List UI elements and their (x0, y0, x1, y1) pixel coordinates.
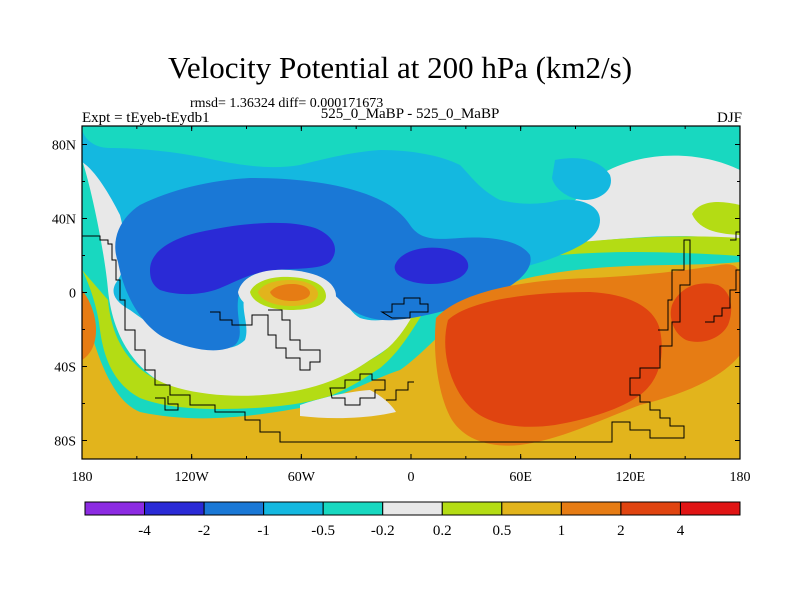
colorbar-label: -0.5 (311, 523, 335, 539)
colorbar-swatch (560, 501, 622, 516)
y-tick-label: 80S (54, 435, 76, 450)
x-tick-label: 60W (288, 470, 316, 485)
region-high-west-edge (82, 290, 96, 360)
x-tick-label: 60E (509, 470, 532, 485)
region-high-small (270, 284, 310, 301)
colorbar-swatch (203, 501, 265, 516)
experiment-label: Expt = tEyeb-tEydb1 (82, 110, 210, 126)
region-high-pacific-core (670, 283, 732, 342)
x-tick-label: 120W (175, 470, 210, 485)
region-high-east-core (445, 292, 662, 427)
coastline-central-america (210, 309, 321, 371)
chart-title: Velocity Potential at 200 hPa (km2/s) (167, 50, 633, 85)
colorbar-label: 4 (677, 523, 685, 539)
region-low-mid-core (394, 247, 469, 284)
coastline-africa-south (386, 381, 414, 401)
region-band-north (82, 126, 740, 164)
colorbar-swatch (322, 501, 384, 516)
colorbar-swatch (382, 501, 443, 516)
y-tick-label: 40S (54, 361, 76, 376)
y-tick-label: 80N (52, 139, 76, 154)
colorbar: -4 -2 -1 -0.5 -0.2 0.2 0.5 1 2 4 (84, 501, 741, 539)
region-low-west-core (150, 222, 335, 295)
stats-label: rmsd= 1.36324 diff= 0.000171673 (190, 96, 384, 111)
colorbar-swatch (441, 501, 503, 516)
colorbar-swatch (620, 501, 681, 516)
y-axis: 80N 40N 0 40S 80S (52, 139, 740, 450)
colorbar-label: -4 (138, 523, 151, 539)
colorbar-swatch (501, 501, 562, 516)
colorbar-swatch (679, 501, 741, 516)
colorbar-swatch (263, 501, 324, 516)
period-label: 525_0_MaBP - 525_0_MaBP (320, 106, 500, 122)
colorbar-label: 1 (558, 523, 566, 539)
x-tick-label: 180 (730, 470, 751, 485)
x-tick-label: 120E (616, 470, 646, 485)
region-weak-positive-pacific (692, 201, 740, 235)
coastlines (82, 231, 740, 443)
x-tick-label: 180 (72, 470, 93, 485)
y-tick-label: 40N (52, 213, 76, 228)
colorbar-label: -0.2 (371, 523, 395, 539)
coastline-east-asia (705, 269, 740, 323)
coastline-pacific-rim (730, 231, 740, 241)
x-axis: 180 120W 60W 0 60E 120E 180 (72, 126, 751, 485)
colorbar-label: 0.5 (492, 523, 511, 539)
coastline-south-west (155, 396, 179, 411)
coastline-africa-north (380, 297, 429, 319)
coastline-south-atlantic (329, 373, 386, 406)
x-tick-label: 0 (408, 470, 415, 485)
coastline-main (82, 235, 691, 443)
colorbar-label: 0.2 (433, 523, 452, 539)
colorbar-swatch (84, 501, 146, 516)
colorbar-label: 2 (617, 523, 625, 539)
colorbar-label: -2 (198, 523, 211, 539)
region-neutral-south (300, 390, 396, 419)
colorbar-swatch (144, 501, 205, 516)
season-label: DJF (716, 110, 742, 126)
colorbar-label: -1 (257, 523, 270, 539)
region-weak-positive (82, 236, 740, 409)
region-blue-north-east (552, 158, 611, 200)
y-tick-label: 0 (69, 287, 76, 302)
contour-field (82, 126, 740, 459)
